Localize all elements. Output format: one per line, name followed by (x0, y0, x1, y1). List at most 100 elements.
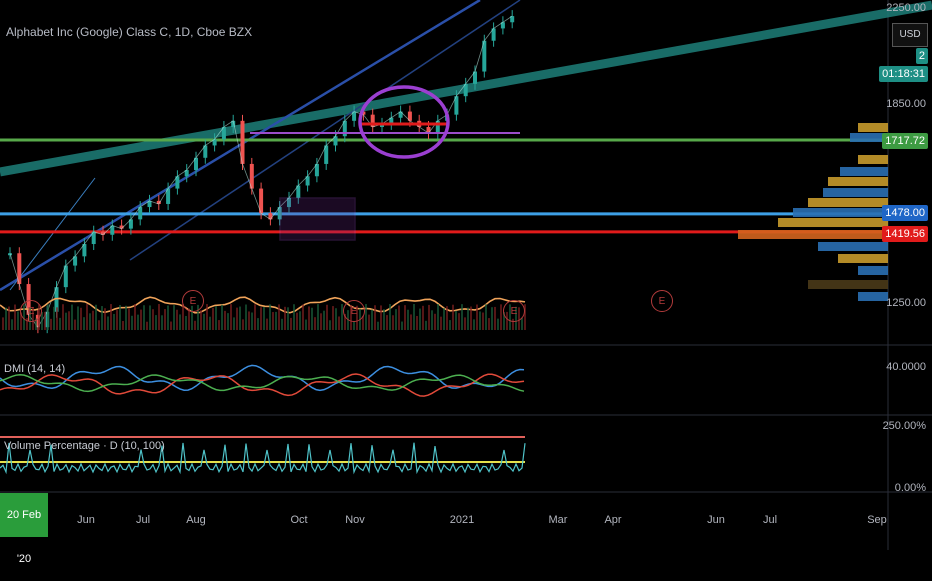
volume-bar (311, 307, 313, 330)
x-label-jun: Jun (77, 514, 95, 526)
volume-profile-bar (828, 177, 888, 186)
dmi-plus-line (0, 364, 525, 392)
volume-bar (167, 305, 169, 330)
volume-profile-bar (738, 230, 888, 239)
price-line (9, 15, 513, 328)
volume-bar (233, 317, 235, 330)
volume-bar (197, 304, 199, 330)
volume-bar (179, 314, 181, 330)
x-label-sep: Sep (867, 514, 887, 526)
volume-bar (524, 304, 526, 330)
adx-line (0, 373, 525, 393)
volume-bar (479, 311, 481, 330)
volume-bar (65, 312, 67, 330)
earnings-marker[interactable]: E (182, 290, 204, 312)
volume-bar (236, 307, 238, 330)
volume-bar (305, 319, 307, 330)
volume-bar (341, 304, 343, 330)
candle-body (259, 188, 264, 214)
volume-profile-bar (808, 280, 888, 289)
volume-bar (158, 304, 160, 330)
volume-bar (110, 304, 112, 330)
candle-body (352, 111, 357, 121)
price-tag-blue-level: 1478.00 (882, 205, 928, 221)
volume-bar (149, 305, 151, 330)
x-label-mar: Mar (548, 514, 568, 526)
volume-bar (329, 320, 331, 330)
volume-profile-bar (818, 242, 888, 251)
price-tag-last: 2 (915, 48, 928, 64)
earnings-marker[interactable]: E (651, 290, 673, 312)
earnings-marker[interactable]: E (343, 300, 365, 322)
volume-profile-bar (778, 218, 888, 227)
volume-bar (14, 304, 16, 330)
volume-bar (218, 320, 220, 330)
volume-bar (521, 317, 523, 330)
volume-bar (227, 313, 229, 330)
volume-bar (125, 305, 127, 330)
volume-bar (152, 309, 154, 330)
volume-bar (344, 313, 346, 330)
volume-bar (185, 315, 187, 330)
currency-selector[interactable]: USD (892, 23, 928, 47)
volume-bar (413, 304, 415, 330)
volume-bar (335, 308, 337, 330)
candle-body (128, 219, 133, 229)
volume-bar (107, 316, 109, 330)
volume-bar (272, 312, 274, 330)
volume-bar (257, 318, 259, 330)
volume-bar (203, 313, 205, 330)
volume-bar (440, 316, 442, 330)
volume-bar (503, 312, 505, 330)
volume-bar (368, 314, 370, 330)
volume-bar (119, 304, 121, 330)
earnings-marker[interactable]: E (503, 300, 525, 322)
volume-bar (401, 321, 403, 330)
candle-body (231, 120, 236, 127)
volume-bar (308, 306, 310, 330)
volume-bar (326, 304, 328, 330)
candle-body (463, 83, 468, 97)
candle-body (119, 225, 124, 229)
candle-body (324, 145, 329, 164)
candle-body (17, 253, 22, 285)
volume-bar (458, 313, 460, 330)
volume-bar (269, 304, 271, 330)
volume-bar (11, 319, 13, 330)
price-tag-red-level: 1419.56 (882, 226, 928, 242)
earnings-marker[interactable]: E (20, 300, 42, 322)
dmi-minus-line (0, 373, 525, 397)
candle-body (82, 244, 87, 257)
volume-bar (161, 315, 163, 330)
volume-bar (35, 318, 37, 330)
annotation-box (279, 197, 356, 241)
volume-bar (89, 313, 91, 330)
volume-bar (140, 309, 142, 330)
candle-body (510, 16, 515, 23)
volume-bar (242, 319, 244, 330)
volume-bar (254, 304, 256, 330)
volume-bar (410, 314, 412, 330)
volume-bar (212, 308, 214, 330)
volume-bar (428, 304, 430, 330)
volume-bar (41, 312, 43, 330)
volume-bar (290, 317, 292, 330)
volume-bar (206, 304, 208, 330)
candle-body (407, 111, 412, 121)
candle-body (147, 200, 152, 208)
trendline-blue (0, 0, 481, 292)
price-chart[interactable] (0, 0, 932, 550)
volume-bar (437, 304, 439, 330)
candle-body (491, 28, 496, 41)
candle-body (91, 231, 96, 245)
candle-body (435, 120, 440, 134)
volume-bar (461, 304, 463, 330)
candle-body (314, 163, 319, 177)
volume-bar (374, 305, 376, 330)
candle-body (500, 22, 505, 29)
volume-bar (56, 307, 58, 330)
volume-bar (407, 309, 409, 330)
trendline-blue-thin (129, 0, 521, 261)
volume-bar (416, 315, 418, 330)
volume-percentage-line (0, 442, 526, 475)
